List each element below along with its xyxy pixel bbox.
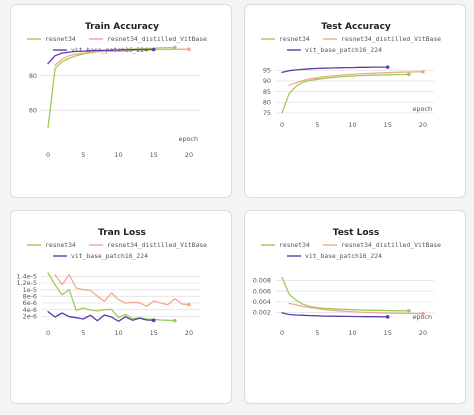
x-tick-label: 20 [185,151,193,159]
series-end-marker [173,45,177,50]
y-tick-label: 85 [263,88,271,96]
y-tick-label: 1e-5 [23,286,37,294]
series-end-marker [173,318,177,323]
series-end-marker [151,47,156,52]
series-line-resnet34 [47,272,176,322]
x-tick-label: 0 [280,329,284,337]
y-tick-label: 80 [29,72,37,80]
y-tick-label: 0.008 [253,277,271,285]
x-tick-label: 5 [81,329,85,337]
legend-label: resnet34_distilled_VitBase [107,241,207,249]
series-line-vit-base-patch16-224 [47,48,155,65]
y-tick-label: 0.006 [253,287,271,295]
legend-label: resnet34_distilled_VitBase [107,35,207,43]
x-tick-label: 0 [46,329,50,337]
y-tick-label: 4e-6 [23,306,37,314]
legend-label: resnet34_distilled_VitBase [341,35,441,43]
chart-svg-test-loss: Test Loss resnet34 resnet34_distilled_VitB… [253,228,441,337]
x-tick-label: 20 [185,329,193,337]
y-tick-label: 60 [29,107,37,115]
legend-label: vit_base_patch16_224 [305,46,382,54]
y-tick-label: 8e-6 [23,293,37,301]
x-tick-label: 5 [81,151,85,159]
legend-label: resnet34 [279,35,310,43]
chart-title: Test Accuracy [321,22,391,32]
y-tick-label: 80 [263,98,271,106]
chart-svg-test-accuracy: Test Accuracy resnet34 resnet34_distilled_… [261,22,441,129]
series-end-marker [385,315,390,319]
x-tick-label: 5 [315,329,319,337]
series-end-marker [421,70,425,74]
x-tick-label: 15 [150,151,158,159]
series-end-marker [407,308,411,313]
series-line-resnet34 [47,46,176,129]
chart-title: Test Loss [333,228,379,238]
x-tick-label: 15 [384,329,392,337]
y-tick-label: 0.002 [253,309,271,317]
y-tick-label: 1.2e-5 [17,279,37,287]
series-line-resnet34 [281,276,410,312]
series-line-vit-base-patch16-224 [281,312,389,318]
x-axis-label: epoch [179,135,198,143]
x-tick-label: 10 [114,151,122,159]
chart-panel-train-accuracy: Train Accuracy resnet34 resnet34_distilled… [10,4,232,198]
y-tick-label: 90 [263,77,271,85]
x-tick-label: 10 [348,121,356,129]
y-tick-label: 95 [263,67,271,75]
y-tick-label: 75 [263,109,271,117]
series-line-resnet34-distilled-vitbase [288,302,424,315]
y-tick-label: 6e-6 [23,299,37,307]
chart-panel-test-loss: Test Loss resnet34 resnet34_distilled_VitB… [244,210,466,404]
series-end-marker [385,65,390,69]
x-tick-label: 15 [150,329,158,337]
chart-panel-tran-loss: Tran Loss resnet34 resnet34_distilled_VitB… [10,210,232,404]
chart-svg-train-accuracy: Train Accuracy resnet34 resnet34_distilled… [27,22,207,159]
x-tick-label: 20 [419,121,427,129]
series-end-marker [151,318,156,323]
series-end-marker [407,72,411,77]
series-line-vit-base-patch16-224 [47,311,155,322]
series-end-marker [421,311,425,316]
x-tick-label: 5 [315,121,319,129]
legend-label: vit_base_patch16_224 [305,252,382,260]
x-tick-label: 0 [280,121,284,129]
y-tick-label: 1.4e-5 [17,273,37,281]
series-end-marker [187,47,191,52]
chart-svg-tran-loss: Tran Loss resnet34 resnet34_distilled_VitB… [17,228,208,337]
chart-title: Train Accuracy [85,22,159,32]
x-tick-label: 20 [419,329,427,337]
legend-label: resnet34 [45,241,76,249]
legend-label: resnet34 [45,35,76,43]
series-end-marker [187,302,191,307]
y-tick-label: 2e-6 [23,313,37,321]
x-axis-label: epoch [413,105,432,113]
series-line-resnet34 [281,73,410,114]
x-tick-label: 15 [384,121,392,129]
y-tick-label: 0.004 [253,298,271,306]
x-tick-label: 0 [46,151,50,159]
legend-label: resnet34 [279,241,310,249]
legend-label: vit_base_patch16_224 [71,252,148,260]
series-line-vit-base-patch16-224 [281,66,389,74]
x-axis-label: epoch [413,313,432,321]
chart-title: Tran Loss [98,228,146,238]
x-tick-label: 10 [348,329,356,337]
series-line-resnet34-distilled-vitbase [54,274,190,307]
series-line-resnet34-distilled-vitbase [288,71,424,86]
chart-panel-test-accuracy: Test Accuracy resnet34 resnet34_distilled_… [244,4,466,198]
x-tick-label: 10 [114,329,122,337]
legend-label: resnet34_distilled_VitBase [341,241,441,249]
